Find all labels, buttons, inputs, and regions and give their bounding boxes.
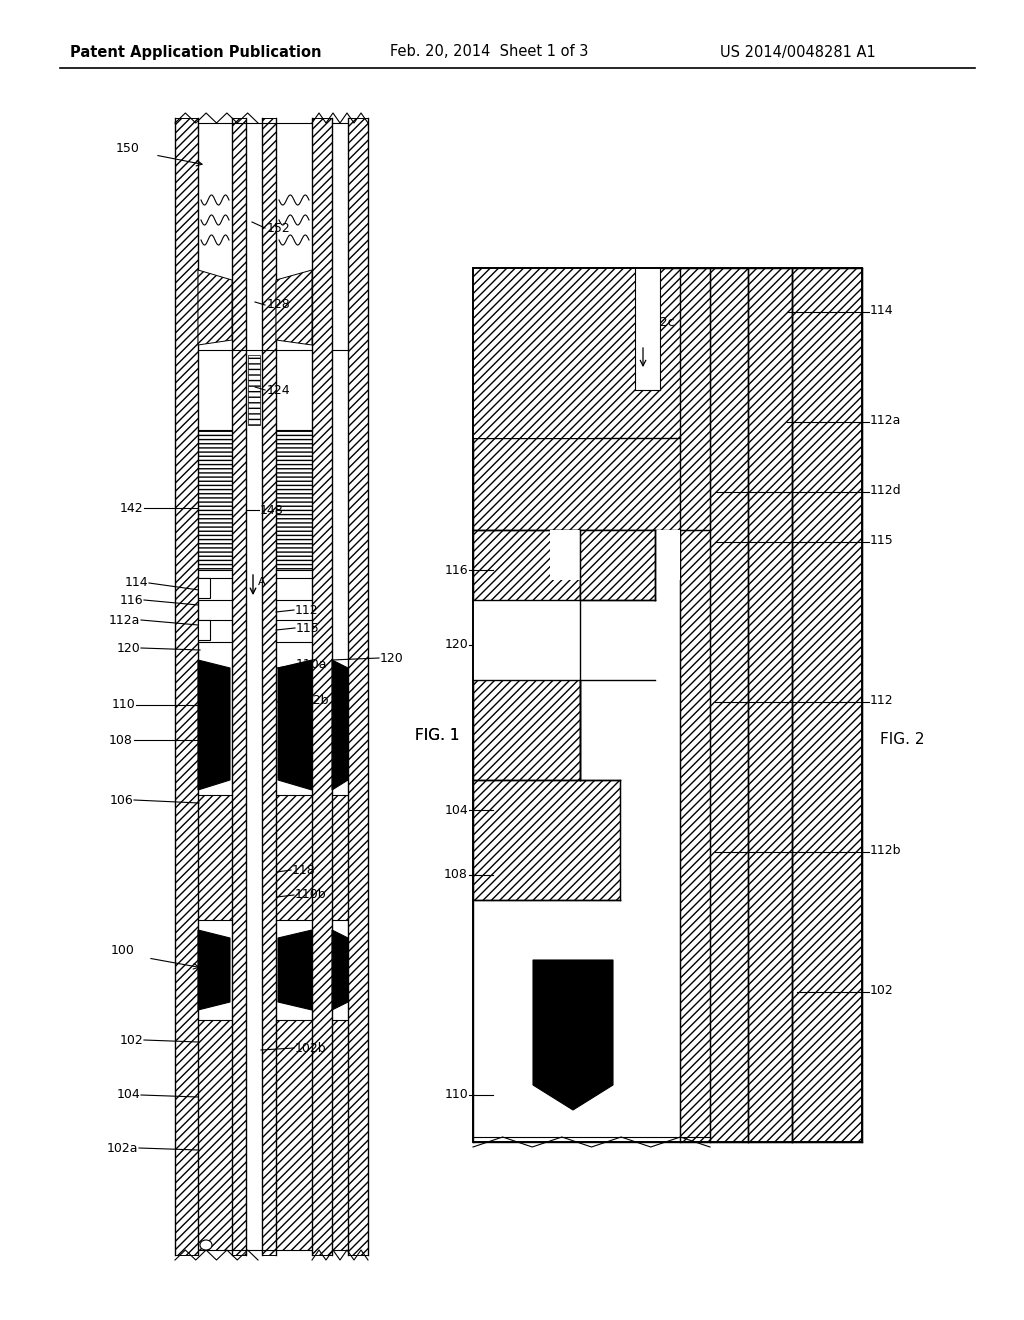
Text: 128: 128 (267, 298, 291, 312)
Bar (473, 900, 620, 1142)
Text: 120: 120 (380, 652, 403, 664)
Bar (175, 117, 198, 1255)
Polygon shape (278, 660, 312, 789)
Text: A: A (258, 577, 265, 587)
Bar (635, 268, 660, 389)
Bar (473, 268, 862, 1142)
Bar (580, 531, 655, 601)
Ellipse shape (200, 1239, 212, 1250)
Bar (550, 531, 680, 579)
Text: 104: 104 (117, 1089, 140, 1101)
Polygon shape (198, 271, 232, 345)
Polygon shape (198, 931, 230, 1010)
Text: 112: 112 (870, 693, 894, 706)
Text: 148: 148 (260, 503, 284, 516)
Bar (792, 268, 862, 1142)
Bar (312, 117, 332, 1255)
Text: 110: 110 (444, 1089, 468, 1101)
Text: 150: 150 (116, 141, 140, 154)
Polygon shape (332, 660, 348, 789)
Text: Feb. 20, 2014  Sheet 1 of 3: Feb. 20, 2014 Sheet 1 of 3 (390, 45, 589, 59)
Text: 112a: 112a (109, 614, 140, 627)
Bar (680, 268, 748, 1142)
Bar (262, 117, 276, 1255)
Bar (276, 795, 312, 920)
Text: US 2014/0048281 A1: US 2014/0048281 A1 (720, 45, 876, 59)
Bar (473, 531, 580, 780)
Text: 110b: 110b (295, 888, 327, 902)
Text: 152: 152 (267, 222, 291, 235)
Text: 116: 116 (120, 594, 143, 606)
Text: 115: 115 (296, 622, 319, 635)
Text: FIG. 2: FIG. 2 (880, 733, 925, 747)
Text: 112c: 112c (645, 315, 676, 329)
Text: 108: 108 (444, 869, 468, 882)
Text: 114: 114 (124, 577, 148, 590)
Polygon shape (276, 271, 312, 345)
Text: 102: 102 (870, 983, 894, 997)
Bar (473, 268, 862, 1142)
Bar (748, 268, 862, 1142)
Bar (198, 430, 232, 570)
Text: 108: 108 (110, 734, 133, 747)
Bar (198, 1020, 232, 1250)
Bar (248, 355, 260, 425)
Text: 100: 100 (111, 944, 135, 957)
Polygon shape (332, 931, 348, 1010)
Bar (198, 620, 210, 640)
Text: 110a: 110a (296, 659, 328, 672)
Text: 115: 115 (870, 533, 894, 546)
Text: 118: 118 (292, 863, 315, 876)
Bar (232, 117, 246, 1255)
Bar (276, 430, 312, 570)
Text: FIG. 1: FIG. 1 (415, 727, 459, 742)
Bar (473, 268, 862, 1142)
Bar (332, 1020, 348, 1250)
Text: 102: 102 (119, 1034, 143, 1047)
Bar (595, 268, 648, 399)
Bar (276, 1020, 312, 1250)
Text: 112b: 112b (870, 843, 901, 857)
Text: 142: 142 (120, 502, 143, 515)
Text: FIG. 1: FIG. 1 (415, 727, 459, 742)
Text: 110: 110 (112, 698, 135, 711)
Text: 116: 116 (444, 564, 468, 577)
Text: 112: 112 (295, 603, 318, 616)
Polygon shape (534, 960, 613, 1110)
Bar (198, 578, 210, 598)
Bar (198, 795, 232, 920)
Bar (473, 268, 680, 438)
Bar (332, 795, 348, 920)
Bar (473, 268, 595, 438)
Text: 104: 104 (444, 804, 468, 817)
Bar (473, 268, 710, 531)
Bar (348, 117, 368, 1255)
Text: 114: 114 (870, 304, 894, 317)
Text: 106: 106 (110, 793, 133, 807)
Text: 112d: 112d (870, 483, 901, 496)
Text: 124: 124 (267, 384, 291, 396)
Polygon shape (278, 931, 312, 1010)
Text: 120: 120 (117, 642, 140, 655)
Bar (710, 268, 792, 1142)
Text: 112b: 112b (298, 693, 330, 706)
Text: 102a: 102a (106, 1142, 138, 1155)
Bar (473, 601, 655, 680)
Text: 102b: 102b (295, 1041, 327, 1055)
Text: Patent Application Publication: Patent Application Publication (70, 45, 322, 59)
Text: 120: 120 (444, 639, 468, 652)
Text: 112a: 112a (870, 413, 901, 426)
Bar (473, 780, 620, 900)
Polygon shape (198, 660, 230, 789)
